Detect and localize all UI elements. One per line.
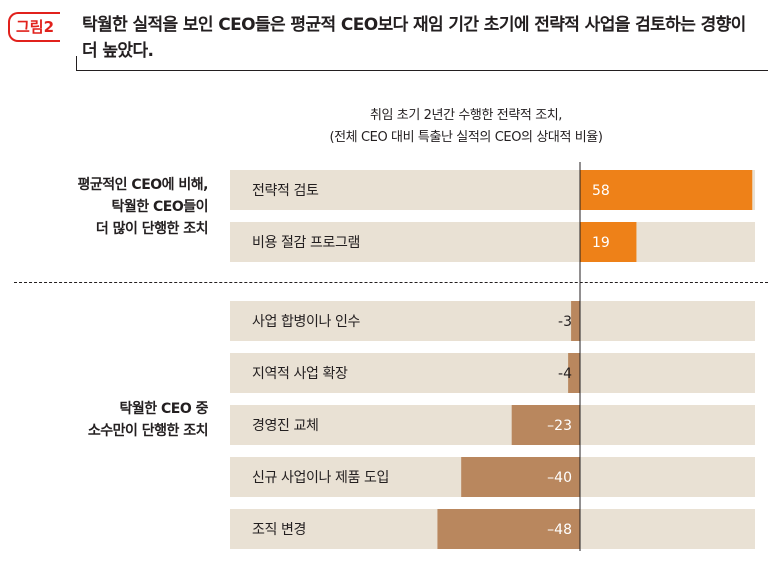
group-divider xyxy=(14,282,768,283)
data-label: 19 xyxy=(592,235,610,251)
bar xyxy=(571,301,580,341)
data-label: -4 xyxy=(558,366,572,382)
group-label-line: 평균적인 CEO에 비해, xyxy=(77,177,209,193)
bar xyxy=(461,457,580,497)
bar xyxy=(437,509,580,549)
bar xyxy=(580,170,753,210)
category-label: 지역적 사업 확장 xyxy=(252,366,348,382)
category-label: 조직 변경 xyxy=(252,522,306,538)
chart-subtitle: 취임 초기 2년간 수행한 전략적 조치, (전체 CEO 대비 특출난 실적의… xyxy=(230,105,702,149)
chart-subtitle-line2: (전체 CEO 대비 특출난 실적의 CEO의 상대적 비율) xyxy=(329,130,603,145)
data-label: -3 xyxy=(558,314,572,330)
category-label: 경영진 교체 xyxy=(252,418,318,434)
bar xyxy=(511,405,580,445)
figure-title: 탁월한 실적을 보인 CEO들은 평균적 CEO보다 재임 기간 초기에 전략적… xyxy=(82,15,746,61)
title-rule-tick xyxy=(76,56,77,71)
group-label-line: 더 많이 단행한 조치 xyxy=(95,221,209,237)
data-label: –48 xyxy=(547,522,572,538)
category-label: 신규 사업이나 제품 도입 xyxy=(252,470,389,486)
figure-label: 그림2 xyxy=(8,12,61,42)
bar xyxy=(580,222,637,262)
chart-subtitle-line1: 취임 초기 2년간 수행한 전략적 조치, xyxy=(369,108,563,123)
bar-track xyxy=(230,405,755,445)
bar-track xyxy=(230,301,755,341)
category-label: 사업 합병이나 인수 xyxy=(252,314,360,330)
data-label: 58 xyxy=(592,183,610,199)
group-label-line: 탁월한 CEO 중 xyxy=(119,401,208,417)
category-label: 비용 절감 프로그램 xyxy=(252,235,360,251)
group-label-positive: 평균적인 CEO에 비해, 탁월한 CEO들이 더 많이 단행한 조치 xyxy=(8,174,209,240)
data-label: –23 xyxy=(547,418,572,434)
category-label: 전략적 검토 xyxy=(252,183,319,199)
data-label: –40 xyxy=(547,470,572,486)
bar xyxy=(568,353,580,393)
title-rule xyxy=(76,70,768,71)
group-label-line: 탁월한 CEO들이 xyxy=(111,199,208,215)
group-label-line: 소수만이 단행한 조치 xyxy=(87,423,209,439)
bar-track xyxy=(230,353,755,393)
bar-track xyxy=(230,222,755,262)
group-label-negative: 탁월한 CEO 중 소수만이 단행한 조치 xyxy=(8,398,209,442)
